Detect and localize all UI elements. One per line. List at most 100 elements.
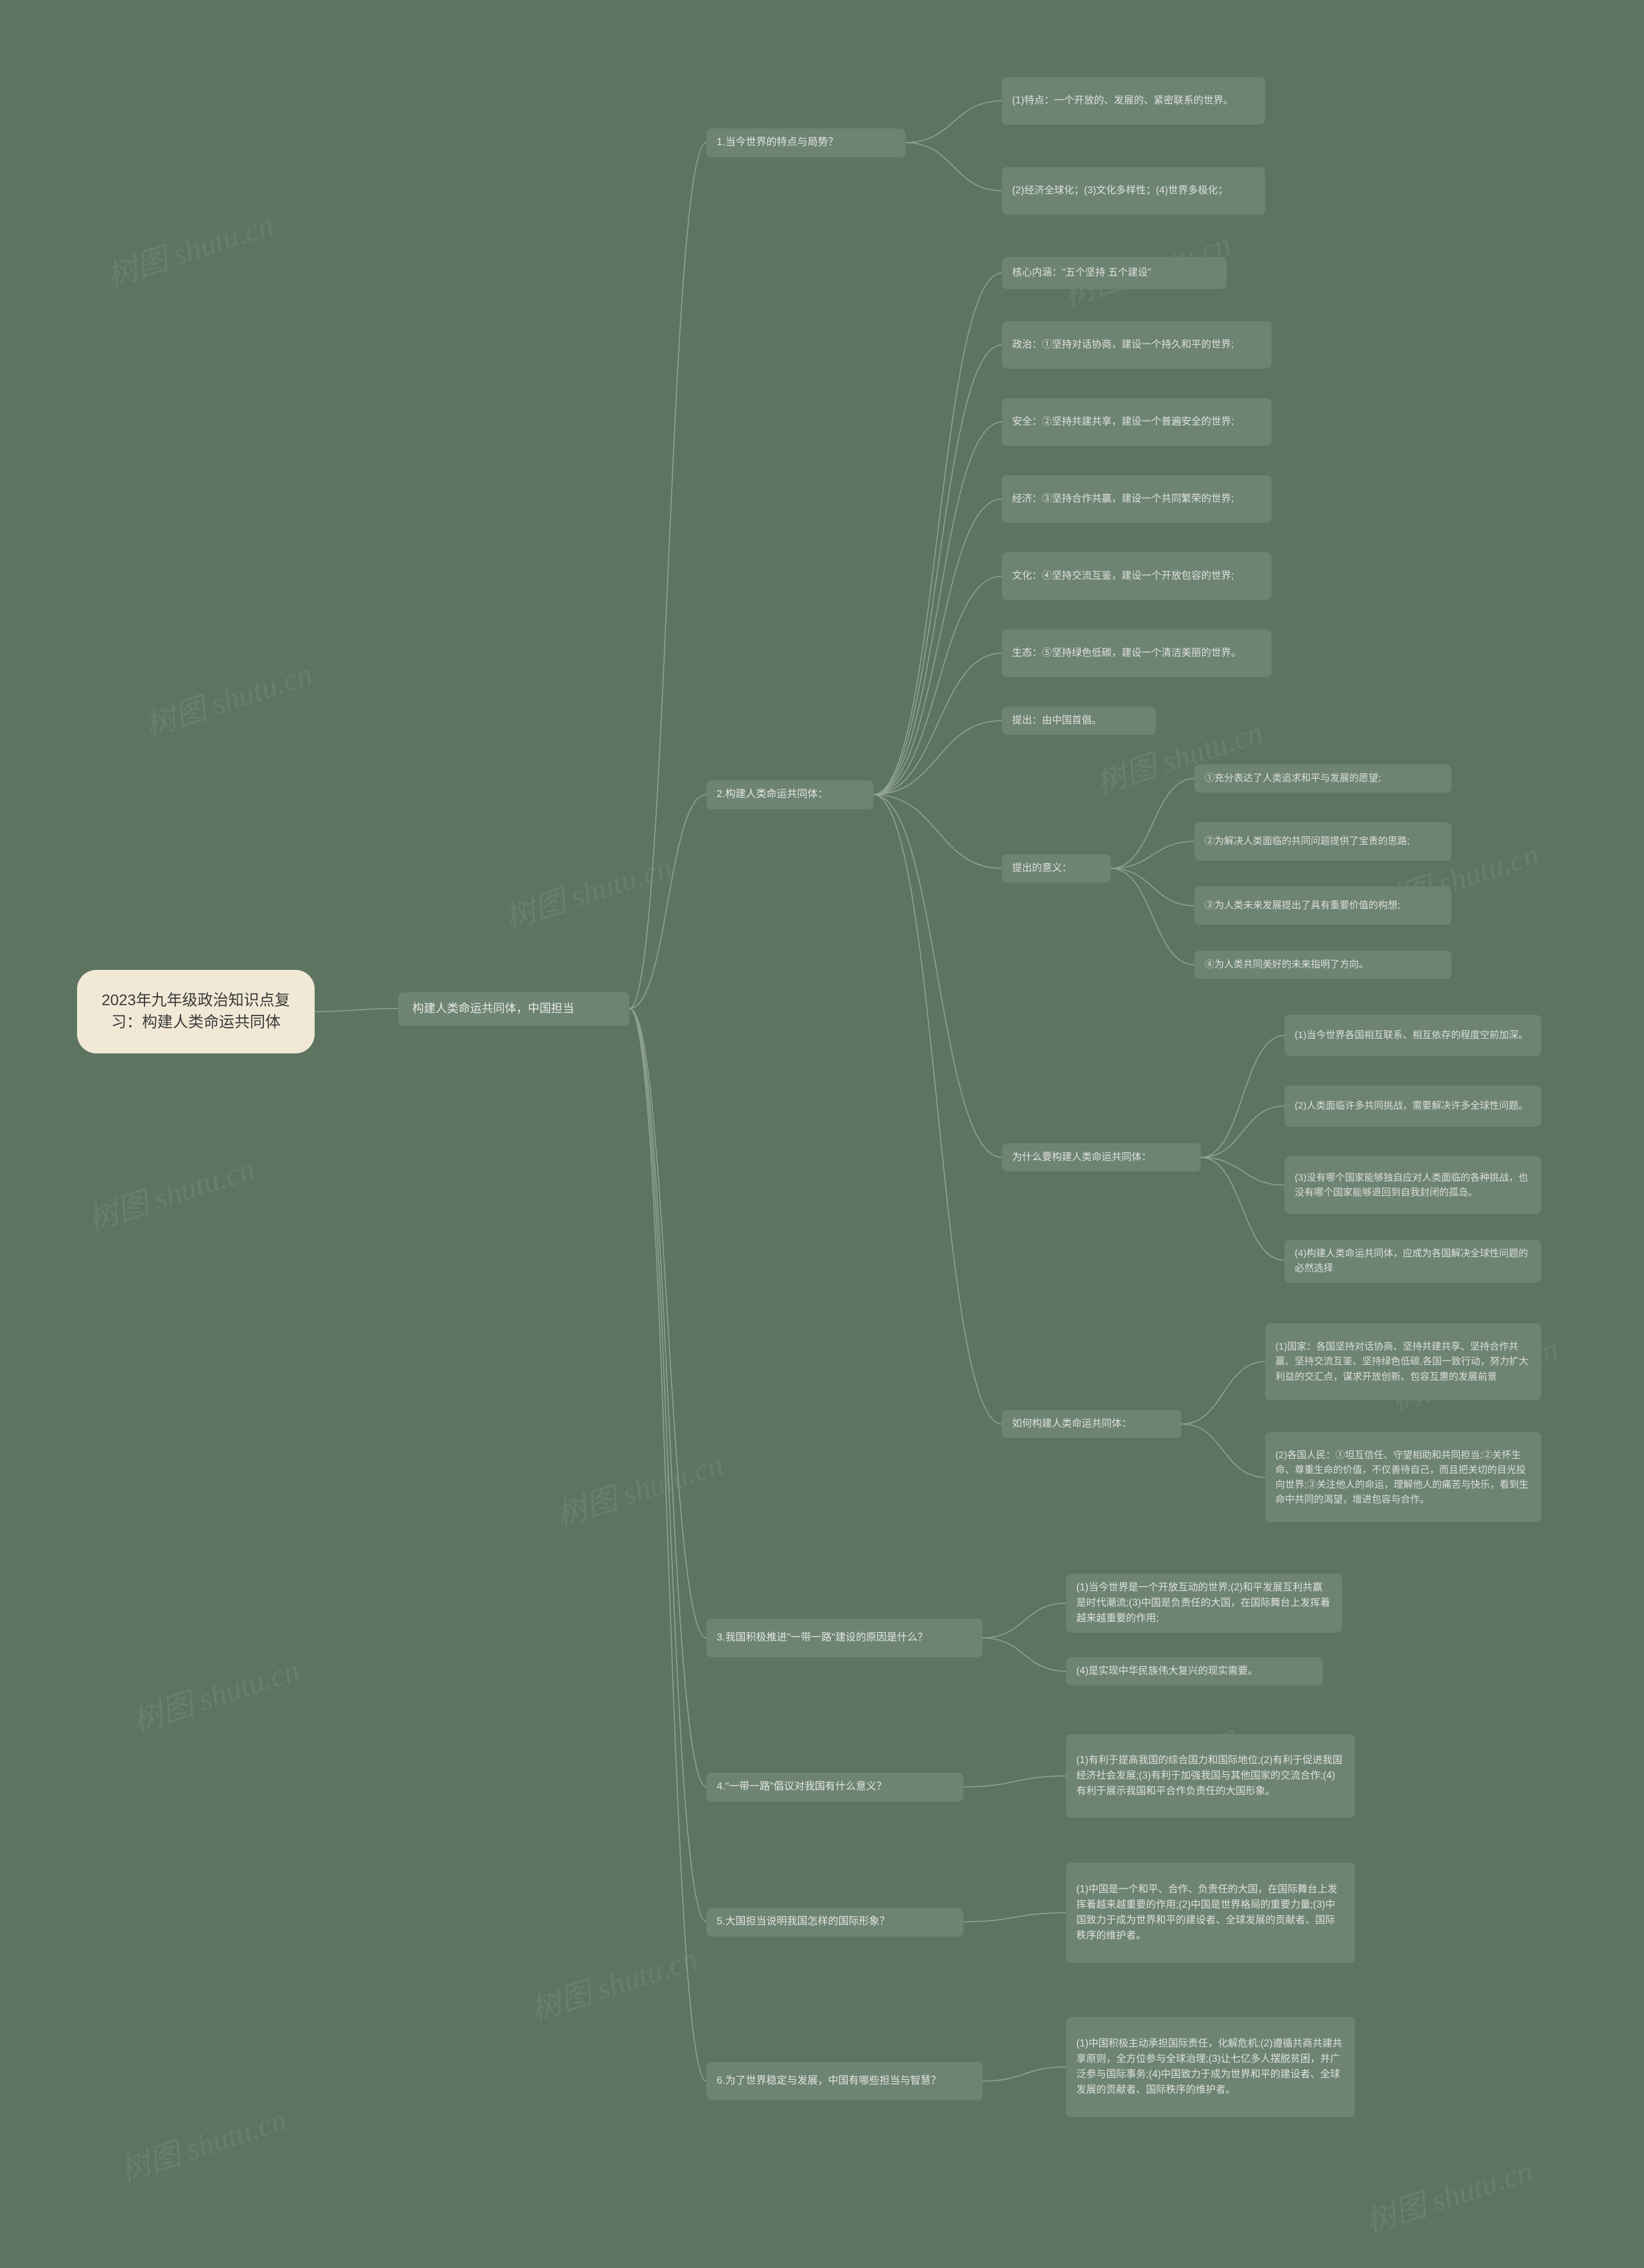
node-s4a[interactable]: (1)有利于提高我国的综合国力和国际地位;(2)有利于促进我国经济社会发展;(3… xyxy=(1066,1734,1355,1818)
node-label: 提出：由中国首倡。 xyxy=(1012,713,1102,728)
edge xyxy=(873,273,1002,795)
node-label: ②为解决人类面临的共同问题提供了宝贵的思路; xyxy=(1205,834,1410,848)
node-label: (1)国家：各国坚持对话协商、坚持共建共享、坚持合作共赢、坚持交流互鉴、坚持绿色… xyxy=(1275,1339,1531,1384)
node-n1[interactable]: 构建人类命运共同体，中国担当 xyxy=(398,992,629,1026)
edge xyxy=(873,345,1002,795)
node-label: 为什么要构建人类命运共同体： xyxy=(1012,1150,1151,1165)
edge xyxy=(629,1008,706,1922)
node-s2i[interactable]: 为什么要构建人类命运共同体： xyxy=(1002,1143,1201,1172)
node-label: 3.我国积极推进"一带一路"建设的原因是什么？ xyxy=(717,1630,928,1646)
node-label: (3)没有哪个国家能够独自应对人类面临的各种挑战，也没有哪个国家能够退回到自我封… xyxy=(1295,1170,1531,1200)
edge xyxy=(873,499,1002,795)
node-s2i1[interactable]: (1)当今世界各国相互联系、相互依存的程度空前加深。 xyxy=(1284,1015,1541,1056)
edge xyxy=(1111,841,1194,868)
watermark: 树图 shutu.cn xyxy=(100,199,279,295)
node-label: (2)各国人民：①坦互信任、守望相助和共同担当;②关怀生命、尊重生命的价值，不仅… xyxy=(1275,1448,1531,1508)
edge xyxy=(905,143,1002,191)
node-s2i4[interactable]: (4)构建人类命运共同体，应成为各国解决全球性问题的必然选择 xyxy=(1284,1240,1541,1283)
edge xyxy=(1182,1362,1265,1424)
node-label: (1)特点：一个开放的、发展的、紧密联系的世界。 xyxy=(1012,93,1233,109)
node-s2g[interactable]: 提出：由中国首倡。 xyxy=(1002,707,1156,735)
node-s2h2[interactable]: ②为解决人类面临的共同问题提供了宝贵的思路; xyxy=(1194,822,1451,861)
edge xyxy=(1201,1157,1284,1185)
node-label: (1)中国是一个和平、合作、负责任的大国，在国际舞台上发挥着越来越重要的作用;(… xyxy=(1076,1882,1345,1944)
node-root[interactable]: 2023年九年级政治知识点复习：构建人类命运共同体 xyxy=(77,970,315,1053)
edge xyxy=(315,1008,398,1012)
node-label: 2.构建人类命运共同体： xyxy=(717,787,828,803)
edge xyxy=(1182,1424,1265,1477)
node-label: (4)是实现中华民族伟大复兴的现实需要。 xyxy=(1076,1664,1257,1679)
node-s2d[interactable]: 经济：③坚持合作共赢，建设一个共同繁荣的世界; xyxy=(1002,475,1272,523)
watermark: 树图 shutu.cn xyxy=(498,841,677,938)
node-s2i2[interactable]: (2)人类面临许多共同挑战，需要解决许多全球性问题。 xyxy=(1284,1086,1541,1127)
edge xyxy=(629,1008,706,2081)
edge xyxy=(629,1008,706,1638)
node-s2h4[interactable]: ④为人类共同美好的未来指明了方向。 xyxy=(1194,951,1451,979)
edge xyxy=(1201,1035,1284,1157)
node-label: 构建人类命运共同体，中国担当 xyxy=(412,1000,574,1018)
node-s2f[interactable]: 生态：⑤坚持绿色低碳，建设一个清洁美丽的世界。 xyxy=(1002,629,1272,677)
node-s4[interactable]: 4."一带一路"倡议对我国有什么意义？ xyxy=(706,1773,963,1802)
node-s2i3[interactable]: (3)没有哪个国家能够独自应对人类面临的各种挑战，也没有哪个国家能够退回到自我封… xyxy=(1284,1156,1541,1214)
node-label: 2023年九年级政治知识点复习：构建人类命运共同体 xyxy=(95,990,297,1033)
edge xyxy=(1201,1157,1284,1260)
node-label: (1)当今世界是一个开放互动的世界;(2)和平发展互利共赢是时代潮流;(3)中国… xyxy=(1076,1580,1332,1626)
node-s1[interactable]: 1.当今世界的特点与局势？ xyxy=(706,128,905,157)
node-s2h1[interactable]: ①充分表达了人类追求和平与发展的愿望; xyxy=(1194,764,1451,793)
edge xyxy=(873,653,1002,795)
node-label: 文化：④坚持交流互鉴，建设一个开放包容的世界; xyxy=(1012,568,1234,584)
node-label: (1)中国积极主动承担国际责任，化解危机;(2)遵循共商共建共享原则，全方位参与… xyxy=(1076,2036,1345,2098)
edge xyxy=(1111,778,1194,868)
edge xyxy=(983,1603,1066,1638)
node-s1b[interactable]: (2)经济全球化；(3)文化多样性；(4)世界多极化； xyxy=(1002,167,1265,215)
node-s2j2[interactable]: (2)各国人民：①坦互信任、守望相助和共同担当;②关怀生命、尊重生命的价值，不仅… xyxy=(1265,1432,1541,1522)
node-label: ①充分表达了人类追求和平与发展的愿望; xyxy=(1205,771,1381,786)
node-s2[interactable]: 2.构建人类命运共同体： xyxy=(706,780,873,809)
edge xyxy=(873,795,1002,868)
edge xyxy=(963,1776,1066,1787)
node-s2j[interactable]: 如何构建人类命运共同体： xyxy=(1002,1410,1182,1438)
watermark: 树图 shutu.cn xyxy=(550,1439,728,1535)
node-s5a[interactable]: (1)中国是一个和平、合作、负责任的大国，在国际舞台上发挥着越来越重要的作用;(… xyxy=(1066,1863,1355,1963)
edge xyxy=(873,422,1002,795)
node-s6[interactable]: 6.为了世界稳定与发展，中国有哪些担当与智慧？ xyxy=(706,2062,983,2100)
node-s1a[interactable]: (1)特点：一个开放的、发展的、紧密联系的世界。 xyxy=(1002,77,1265,125)
node-label: 提出的意义： xyxy=(1012,861,1072,876)
node-label: 生态：⑤坚持绿色低碳，建设一个清洁美丽的世界。 xyxy=(1012,646,1241,661)
node-s2j1[interactable]: (1)国家：各国坚持对话协商、坚持共建共享、坚持合作共赢、坚持交流互鉴、坚持绿色… xyxy=(1265,1323,1541,1400)
node-label: 5.大国担当说明我国怎样的国际形象？ xyxy=(717,1914,889,1930)
mindmap-canvas: 树图 shutu.cn 树图 shutu.cn 树图 shutu.cn 树图 shut… xyxy=(0,0,1644,2268)
node-s2a[interactable]: 核心内涵："五个坚持 五个建设" xyxy=(1002,257,1227,289)
edge xyxy=(905,101,1002,143)
node-s2h3[interactable]: ③为人类未来发展提出了具有重要价值的构想; xyxy=(1194,886,1451,925)
node-s2h[interactable]: 提出的意义： xyxy=(1002,854,1111,883)
node-label: 如何构建人类命运共同体： xyxy=(1012,1416,1132,1432)
node-s3a[interactable]: (1)当今世界是一个开放互动的世界;(2)和平发展互利共赢是时代潮流;(3)中国… xyxy=(1066,1574,1342,1633)
node-label: (2)经济全球化；(3)文化多样性；(4)世界多极化； xyxy=(1012,183,1228,198)
node-s3b[interactable]: (4)是实现中华民族伟大复兴的现实需要。 xyxy=(1066,1657,1323,1685)
node-s2b[interactable]: 政治：①坚持对话协商，建设一个持久和平的世界; xyxy=(1002,321,1272,369)
edge xyxy=(873,576,1002,795)
node-s6a[interactable]: (1)中国积极主动承担国际责任，化解危机;(2)遵循共商共建共享原则，全方位参与… xyxy=(1066,2017,1355,2117)
node-label: (1)有利于提高我国的综合国力和国际地位;(2)有利于促进我国经济社会发展;(3… xyxy=(1076,1753,1345,1799)
edge xyxy=(629,143,706,1008)
edge xyxy=(629,795,706,1008)
node-s2e[interactable]: 文化：④坚持交流互鉴，建设一个开放包容的世界; xyxy=(1002,552,1272,600)
node-s2c[interactable]: 安全：②坚持共建共享，建设一个普遍安全的世界; xyxy=(1002,398,1272,446)
node-s5[interactable]: 5.大国担当说明我国怎样的国际形象？ xyxy=(706,1908,963,1937)
node-label: 经济：③坚持合作共赢，建设一个共同繁荣的世界; xyxy=(1012,491,1234,507)
node-label: (2)人类面临许多共同挑战，需要解决许多全球性问题。 xyxy=(1295,1098,1528,1113)
watermark: 树图 shutu.cn xyxy=(139,649,317,745)
edge xyxy=(983,2067,1066,2081)
node-label: ③为人类未来发展提出了具有重要价值的构想; xyxy=(1205,898,1400,913)
node-label: 6.为了世界稳定与发展，中国有哪些担当与智慧？ xyxy=(717,2073,941,2089)
edge xyxy=(1111,868,1194,965)
edge xyxy=(873,795,1002,1424)
watermark: 树图 shutu.cn xyxy=(126,1644,304,1741)
edge xyxy=(629,1008,706,1787)
edge xyxy=(873,721,1002,795)
edge xyxy=(873,795,1002,1157)
node-s3[interactable]: 3.我国积极推进"一带一路"建设的原因是什么？ xyxy=(706,1619,983,1657)
edge xyxy=(983,1638,1066,1671)
watermark: 树图 shutu.cn xyxy=(1359,2145,1537,2242)
